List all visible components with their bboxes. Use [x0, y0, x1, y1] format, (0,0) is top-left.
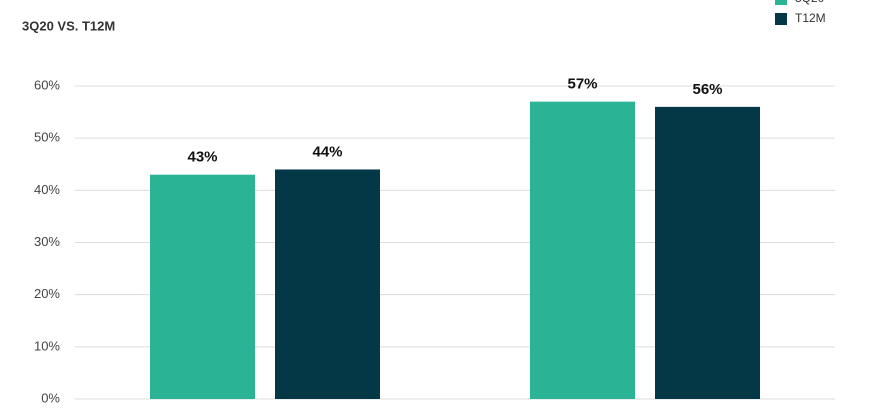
bar [275, 169, 380, 399]
y-tick-label: 40% [34, 182, 60, 197]
value-label: 57% [567, 76, 597, 93]
bar [530, 101, 635, 400]
legend-label: T12M [795, 11, 826, 25]
y-tick-label: 50% [34, 130, 60, 145]
bar [150, 174, 255, 399]
y-tick-label: 60% [34, 77, 60, 92]
legend-label: 3Q20 [795, 0, 825, 5]
legend-swatch [775, 13, 787, 25]
value-label: 44% [312, 143, 342, 160]
y-tick-label: 30% [34, 234, 60, 249]
y-tick-label: 20% [34, 286, 60, 301]
chart-subtitle: 3Q20 VS. T12M [22, 18, 115, 33]
y-tick-label: 10% [34, 338, 60, 353]
y-tick-label: 0% [41, 390, 60, 405]
bar [655, 106, 760, 399]
value-label: 56% [692, 81, 722, 98]
legend-swatch [775, 0, 787, 5]
value-label: 43% [187, 149, 217, 166]
